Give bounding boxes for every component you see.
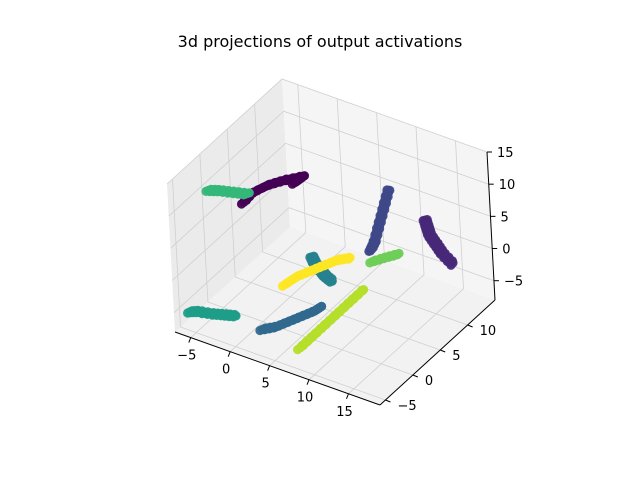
data-point: [392, 250, 402, 260]
x-tick-label: 10: [297, 391, 314, 406]
axis-lines: [174, 151, 496, 406]
x-tick-label: −5: [177, 349, 196, 364]
data-point: [343, 254, 353, 264]
z-tick-label: 10: [499, 178, 516, 193]
grid-line-y: [226, 128, 441, 351]
cluster-9: [365, 248, 404, 268]
grid-line-x: [190, 84, 307, 338]
data-points: [183, 171, 458, 355]
z-tick-label: 5: [500, 210, 508, 225]
z-tick-label: −5: [504, 275, 523, 290]
z-tick-label: 0: [502, 243, 510, 258]
x-tick-mark: [227, 351, 231, 357]
cluster-1: [418, 215, 458, 270]
cluster-2: [364, 185, 395, 256]
data-point: [446, 260, 456, 270]
grid-line-z: [168, 110, 489, 217]
data-point: [327, 276, 337, 286]
x-tick-mark: [345, 393, 349, 399]
grid-line-z: [170, 142, 491, 249]
x-tick-mark: [306, 379, 310, 385]
data-point: [244, 188, 254, 198]
y-tick-label: −5: [397, 399, 416, 414]
y-tick-mark: [440, 349, 446, 353]
grid-line-y: [172, 178, 386, 401]
left-pane: [167, 79, 290, 332]
data-point: [357, 285, 367, 295]
y-axis-line: [379, 299, 496, 406]
grid-line-z: [166, 78, 488, 185]
tick-labels: −5 0 5 10 15 −5 0 5 10 −5 0 5 10 15: [177, 146, 523, 420]
data-point: [287, 179, 297, 189]
y-tick-mark: [385, 399, 391, 403]
z-axis-line: [486, 151, 496, 301]
data-point: [365, 246, 375, 256]
grid-line-x: [308, 126, 425, 380]
x-axis-line: [174, 331, 381, 406]
x-tick-label: 0: [222, 363, 230, 378]
cluster-6: [201, 184, 254, 200]
grid-line-y: [199, 153, 414, 376]
y-tick-mark: [412, 374, 419, 378]
x-tick-mark: [188, 337, 192, 343]
y-tick-label: 5: [452, 349, 460, 364]
grid-line-z: [173, 207, 495, 313]
grid-line-y: [254, 103, 468, 326]
y-tick-label: 0: [425, 374, 433, 389]
data-point: [314, 303, 324, 313]
grid-line-x: [348, 140, 464, 395]
z-tick-label: 15: [497, 146, 514, 161]
grid-lines: [166, 78, 495, 401]
data-point: [231, 311, 241, 321]
y-tick-label: 10: [480, 324, 497, 339]
x-tick-label: 5: [261, 377, 269, 392]
cluster-8: [277, 252, 355, 291]
y-tick-mark: [467, 324, 473, 328]
x-tick-label: 15: [336, 405, 353, 420]
chart-title: 3d projections of output activations: [177, 32, 463, 51]
grid-line-x: [229, 98, 346, 352]
x-tick-mark: [267, 365, 271, 371]
cluster-7: [293, 285, 369, 355]
cluster-3: [255, 301, 327, 336]
cluster-5: [183, 305, 241, 322]
